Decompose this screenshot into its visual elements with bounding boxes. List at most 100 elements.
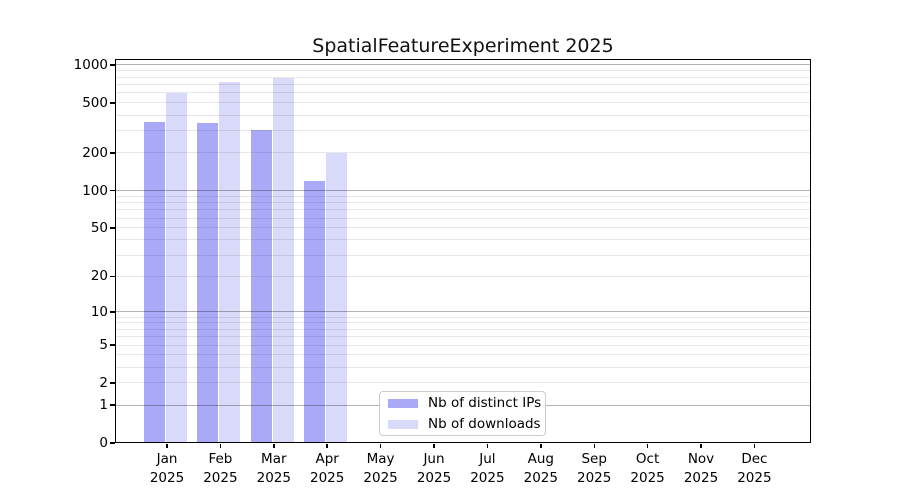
x-tick-label-month: Dec bbox=[741, 451, 768, 467]
minor-gridline bbox=[115, 76, 811, 78]
x-tick-mark bbox=[486, 444, 489, 448]
chart-title: SpatialFeatureExperiment 2025 bbox=[312, 35, 614, 57]
minor-gridline bbox=[115, 382, 811, 384]
x-tick-label-year: 2025 bbox=[310, 470, 345, 486]
x-tick-mark bbox=[646, 444, 649, 448]
minor-gridline bbox=[115, 344, 811, 346]
legend: Nb of distinct IPs Nb of downloads bbox=[379, 391, 546, 436]
x-tick-label: Mar 2025 bbox=[246, 450, 302, 488]
x-tick-label-year: 2025 bbox=[523, 470, 558, 486]
minor-gridline bbox=[115, 254, 811, 256]
minor-gridline bbox=[115, 275, 811, 277]
x-tick-label-month: Jul bbox=[479, 451, 496, 467]
bar-downloads bbox=[219, 82, 241, 443]
y-tick-label: 1000 bbox=[73, 56, 108, 73]
minor-gridline bbox=[115, 354, 811, 356]
x-tick-label-month: Apr bbox=[315, 451, 339, 467]
x-tick-label-month: May bbox=[366, 451, 395, 467]
x-tick-label: Apr 2025 bbox=[299, 450, 355, 488]
x-tick-label-month: Jun bbox=[423, 451, 445, 467]
y-tick-label: 100 bbox=[82, 182, 108, 199]
minor-gridline bbox=[115, 202, 811, 203]
x-tick-mark bbox=[326, 444, 328, 448]
bar-downloads bbox=[326, 153, 348, 443]
x-tick-label-year: 2025 bbox=[683, 470, 719, 486]
x-tick-mark bbox=[700, 444, 702, 448]
legend-label-distinct-ips: Nb of distinct IPs bbox=[428, 395, 542, 411]
x-tick-mark bbox=[273, 444, 275, 448]
x-tick-label: Oct 2025 bbox=[620, 450, 676, 488]
bar-distinct-ips bbox=[144, 122, 165, 443]
x-tick-label: Aug 2025 bbox=[513, 450, 569, 488]
x-tick-mark bbox=[166, 444, 168, 448]
bar-downloads bbox=[272, 77, 294, 443]
major-gridline bbox=[115, 64, 811, 66]
minor-gridline bbox=[115, 114, 811, 116]
x-tick-label-year: 2025 bbox=[630, 470, 665, 486]
x-tick-label-year: 2025 bbox=[203, 470, 238, 486]
minor-gridline bbox=[115, 152, 811, 154]
x-tick-label-year: 2025 bbox=[256, 470, 291, 486]
minor-gridline bbox=[115, 209, 811, 211]
x-tick-label-year: 2025 bbox=[363, 470, 398, 486]
bar-distinct-ips bbox=[197, 123, 219, 443]
major-gridline bbox=[115, 311, 811, 313]
x-tick-label: Feb 2025 bbox=[192, 450, 248, 488]
minor-gridline bbox=[115, 92, 811, 94]
major-gridline bbox=[115, 190, 811, 191]
x-tick-mark bbox=[379, 444, 382, 448]
legend-item-downloads: Nb of downloads bbox=[388, 415, 545, 433]
y-tick-label: 200 bbox=[82, 144, 108, 161]
x-tick-label-year: 2025 bbox=[577, 470, 612, 486]
y-tick-label: 1 bbox=[99, 397, 108, 414]
y-tick-label: 5 bbox=[99, 337, 108, 353]
minor-gridline bbox=[115, 336, 811, 337]
minor-gridline bbox=[115, 217, 811, 219]
x-tick-label-year: 2025 bbox=[416, 470, 452, 486]
legend-label-downloads: Nb of downloads bbox=[428, 416, 541, 432]
legend-swatch-downloads bbox=[388, 419, 418, 429]
minor-gridline bbox=[115, 195, 811, 197]
x-tick-label-month: Oct bbox=[635, 451, 660, 467]
y-tick-label: 500 bbox=[82, 94, 108, 111]
x-tick-label-month: Feb bbox=[208, 451, 233, 467]
minor-gridline bbox=[115, 316, 811, 318]
x-tick-label: Dec 2025 bbox=[726, 450, 782, 488]
x-tick-mark bbox=[593, 444, 595, 448]
minor-gridline bbox=[115, 227, 811, 229]
x-tick-label-year: 2025 bbox=[737, 470, 772, 486]
minor-gridline bbox=[115, 83, 811, 85]
x-tick-label: Jan 2025 bbox=[139, 450, 195, 488]
x-tick-label-month: Aug bbox=[527, 451, 554, 467]
bar-downloads bbox=[166, 92, 187, 443]
x-tick-label-month: Jan bbox=[156, 451, 178, 467]
minor-gridline bbox=[115, 102, 811, 104]
x-tick-mark bbox=[219, 444, 222, 448]
minor-gridline bbox=[115, 322, 811, 324]
minor-gridline bbox=[115, 366, 811, 368]
x-tick-label-month: Mar bbox=[261, 451, 287, 467]
x-tick-mark bbox=[753, 444, 756, 448]
y-tick-label: 0 bbox=[99, 435, 108, 451]
x-tick-mark bbox=[433, 444, 435, 448]
x-tick-label: Jul 2025 bbox=[459, 450, 515, 488]
minor-gridline bbox=[115, 130, 811, 132]
x-tick-label: Jun 2025 bbox=[406, 450, 462, 488]
x-tick-label-year: 2025 bbox=[470, 470, 505, 486]
x-tick-label: May 2025 bbox=[353, 450, 409, 488]
x-tick-label-month: Sep bbox=[581, 451, 607, 467]
plot-area bbox=[115, 59, 811, 443]
y-tick-label: 2 bbox=[99, 374, 108, 391]
x-tick-label: Nov 2025 bbox=[673, 450, 729, 488]
bar-distinct-ips bbox=[250, 129, 272, 443]
x-tick-label-month: Nov bbox=[687, 451, 715, 467]
x-tick-label-year: 2025 bbox=[149, 470, 185, 486]
x-tick-label: Sep 2025 bbox=[566, 450, 622, 488]
x-tick-mark bbox=[540, 444, 542, 448]
minor-gridline bbox=[115, 70, 811, 72]
y-tick-label: 20 bbox=[90, 268, 108, 285]
minor-gridline bbox=[115, 239, 811, 241]
y-tick-label: 50 bbox=[90, 219, 108, 236]
legend-swatch-distinct-ips bbox=[388, 398, 418, 408]
legend-item-distinct-ips: Nb of distinct IPs bbox=[388, 394, 545, 412]
